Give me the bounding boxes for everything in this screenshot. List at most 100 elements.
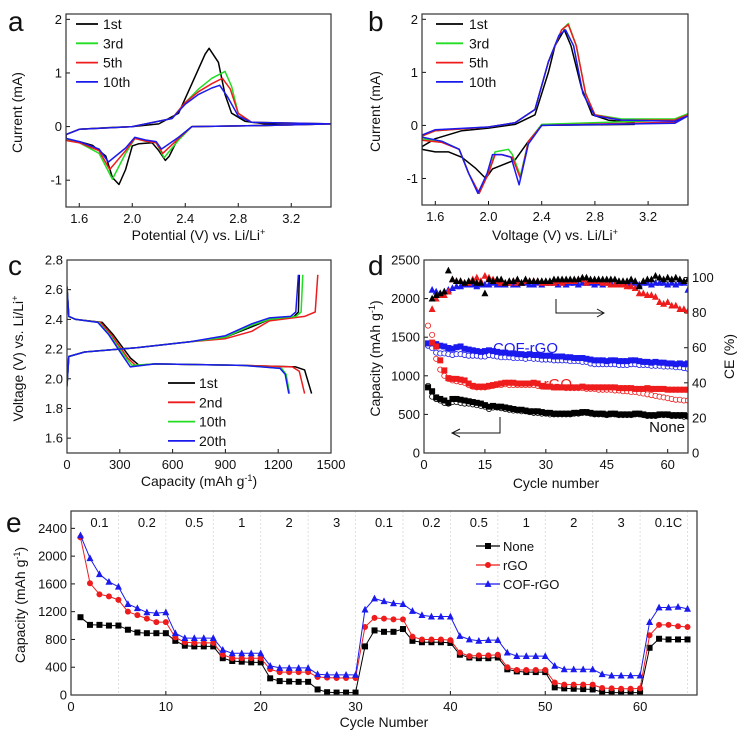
data-point: [523, 667, 530, 674]
data-point: [656, 621, 663, 628]
data-point: [637, 685, 644, 692]
ce-point: [603, 278, 611, 286]
y-axis-label-part: Current (mA): [9, 72, 25, 153]
data-point: [390, 616, 397, 623]
arrowhead-right-icon: [596, 308, 606, 318]
rate-label: 1: [523, 515, 530, 530]
ce-point: [631, 277, 639, 284]
data-point: [503, 648, 511, 656]
panel-b: 1.6 2.0 2.4 2.8 3.2 -1 0 1 2 1st 3rd 5th 10th: [406, 12, 689, 224]
data-point: [162, 608, 170, 616]
data-point: [532, 667, 539, 674]
charge-point: [433, 343, 440, 350]
y2-tick-label: 40: [692, 375, 706, 390]
ce-point: [684, 275, 688, 283]
capacity-axis-arrow: [453, 417, 501, 434]
x-tick-label: 60: [660, 457, 674, 472]
data-point: [314, 670, 322, 678]
data-point: [418, 636, 425, 643]
ce-point: [684, 307, 688, 314]
y-tick-label: -1: [406, 171, 418, 186]
data-point: [352, 689, 359, 695]
data-point: [646, 618, 654, 625]
discharge-point: [685, 365, 688, 372]
panel-letter-d: d: [368, 250, 384, 281]
data-point: [465, 635, 473, 643]
y-axis-label-part: +: [10, 296, 20, 301]
y-tick-label: 2.6: [45, 282, 63, 297]
data-point: [551, 684, 558, 691]
data-point: [247, 649, 255, 657]
data-point: [276, 664, 284, 671]
series-20th-charge-line: [67, 274, 300, 387]
panel-c: 0 300 600 900 1200 1500 1.6 1.8 2.0 2.2 2.4 2.6 2.8 1…: [45, 253, 346, 473]
data-point: [409, 633, 416, 640]
data-point: [314, 686, 321, 693]
x-tick-label: 40: [443, 699, 457, 714]
data-point: [115, 622, 122, 629]
data-point: [190, 634, 198, 641]
annotation-none: None: [649, 419, 685, 436]
x-tick-label: 2.8: [229, 211, 247, 226]
series-rGO-line: [80, 537, 688, 690]
data-point: [219, 646, 227, 653]
legend-label: 1st: [199, 375, 218, 391]
y-tick-label: 2: [411, 12, 418, 27]
data-point: [304, 664, 312, 671]
ce-point: [619, 280, 627, 288]
ce-point: [481, 289, 489, 297]
x-axis-label-part: ): [252, 473, 257, 489]
x-tick-label: 1200: [264, 457, 293, 472]
data-point: [399, 626, 406, 633]
rate-label: 0.1C: [655, 515, 682, 530]
y2-tick-label: 60: [692, 340, 706, 355]
y-axis-label: Voltage (V) vs. Li/Li+: [10, 296, 26, 422]
data-point: [266, 661, 274, 669]
legend-label: 10th: [469, 74, 496, 90]
series-5th-line: [66, 77, 331, 171]
x-tick-label: 30: [539, 457, 553, 472]
data-point: [181, 634, 189, 641]
data-point: [675, 636, 682, 643]
data-point: [466, 653, 473, 660]
series-2nd-line: [67, 286, 306, 394]
data-point: [162, 630, 169, 637]
ce-point: [664, 273, 672, 281]
ce-point: [660, 278, 668, 286]
y-axis-label-part: Capacity (mAh g: [12, 560, 28, 663]
legend-label: 2nd: [199, 394, 222, 410]
charge-point: [429, 339, 436, 346]
ce-point: [652, 271, 660, 279]
data-point: [618, 685, 625, 692]
y-tick-label: 1.6: [45, 431, 63, 446]
data-point: [134, 612, 141, 619]
y-tick-label: 500: [398, 407, 420, 422]
data-point: [295, 664, 303, 671]
data-point: [579, 665, 587, 673]
y-tick-label: -1: [50, 173, 62, 188]
data-point: [76, 531, 84, 539]
charge-point: [685, 360, 688, 367]
legend-label: 10th: [199, 414, 226, 430]
y-tick-label: 1: [411, 65, 418, 80]
y-axis-label-part: Capacity (mAh g: [367, 313, 383, 416]
ce-point: [513, 275, 521, 283]
panel-letter-c: c: [8, 250, 22, 281]
y-tick-label: 2000: [38, 549, 67, 564]
y-tick-label: 1600: [38, 576, 67, 591]
rate-label: 3: [618, 515, 625, 530]
charge-point: [437, 357, 444, 364]
series-20th-line: [67, 286, 290, 394]
x-tick-label: 60: [633, 699, 647, 714]
y-tick-label: 2400: [38, 521, 67, 536]
data-point: [153, 619, 160, 626]
data-point: [134, 629, 141, 636]
series-5th-line: [422, 23, 688, 195]
data-point: [285, 664, 293, 671]
x-axis-label-part: +: [613, 227, 618, 237]
data-point: [447, 637, 454, 644]
ce-point: [676, 275, 684, 283]
ce-point: [440, 287, 448, 295]
legend-label: 5th: [469, 55, 488, 71]
